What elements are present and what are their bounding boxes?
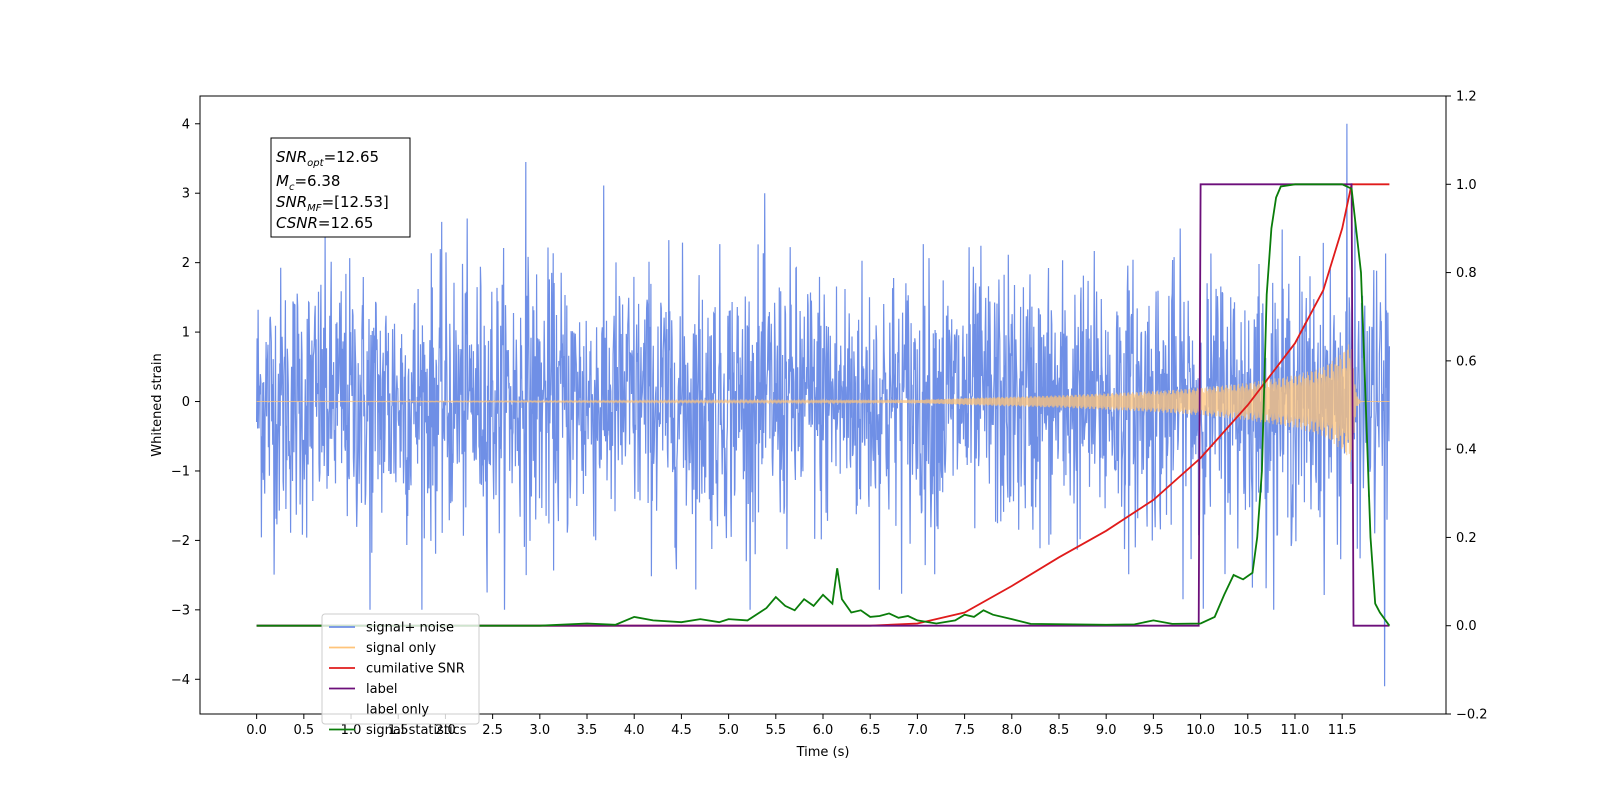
x-axis: 0.0 0.5 1.0 1.5 2.0 2.5 3.0 3.5 4.0 4.5 5.0 5.5 6.0 6… (246, 714, 1357, 738)
ann-line-2-label: M (276, 172, 289, 190)
x-tick-label: 10.5 (1233, 723, 1262, 738)
y-tick-label: 4 (182, 117, 190, 132)
x-tick-label: 1.5 (388, 723, 409, 738)
y-tick-label: −3 (171, 603, 190, 618)
ann-line-3-sub: MF (307, 203, 322, 214)
x-tick-label: 4.5 (671, 723, 692, 738)
x-tick-label: 7.5 (954, 723, 975, 738)
y2-tick-label: 0.2 (1456, 531, 1477, 546)
legend-label: signal statistics (366, 723, 467, 738)
legend-label: label (366, 682, 397, 697)
y2-tick-label: 0.6 (1456, 354, 1477, 369)
y-tick-label: 2 (182, 256, 190, 271)
y-tick-label: −1 (171, 464, 190, 479)
x-tick-label: 10.0 (1186, 723, 1215, 738)
x-tick-label: 0.0 (246, 723, 267, 738)
y-axis-right: 1.2 1.0 0.8 0.6 0.4 0.2 0.0 −0.2 (1446, 90, 1488, 723)
legend-label: signal only (366, 641, 436, 656)
x-tick-label: 5.5 (765, 723, 786, 738)
x-tick-label: 8.5 (1049, 723, 1070, 738)
x-tick-label: 9.5 (1143, 723, 1164, 738)
legend: signal+ noise signal only cumilative SNR la… (321, 613, 480, 738)
y-tick-label: 1 (182, 326, 190, 341)
ann-line-3-value: =[12.53] (322, 193, 389, 211)
y-axis-label: Whitened strain (150, 353, 165, 456)
y-tick-label: 0 (182, 395, 190, 410)
svg-text:SNRMF=[12.53]: SNRMF=[12.53] (276, 193, 389, 214)
x-axis-label: Time (s) (796, 745, 850, 760)
y2-tick-label: 0.4 (1456, 443, 1477, 458)
x-tick-label: 0.5 (293, 723, 314, 738)
ann-line-4-value: =12.65 (318, 214, 374, 232)
ann-line-1-value: =12.65 (324, 148, 380, 166)
ann-line-2-sub: c (289, 182, 295, 193)
svg-text:SNRopt=12.65: SNRopt=12.65 (276, 148, 379, 169)
legend-label: cumilative SNR (366, 662, 465, 677)
legend-label: label only (366, 703, 429, 718)
y2-tick-label: 0.8 (1456, 266, 1477, 281)
y2-tick-label: 1.0 (1456, 178, 1477, 193)
ann-line-4-label: CSNR (276, 214, 318, 232)
y-tick-label: −2 (171, 534, 190, 549)
x-tick-label: 2.5 (482, 723, 503, 738)
series-cumulative-snr (256, 183, 1390, 627)
series-signal-statistics (256, 183, 1391, 627)
y-axis-left: 4 3 2 1 0 −1 −2 −3 −4 (171, 117, 200, 688)
svg-text:Mc=6.38: Mc=6.38 (276, 172, 340, 193)
svg-text:CSNR=12.65: CSNR=12.65 (276, 214, 373, 232)
x-tick-label: 3.5 (577, 723, 598, 738)
x-tick-label: 6.0 (813, 723, 834, 738)
x-tick-label: 6.5 (860, 723, 881, 738)
x-tick-label: 11.5 (1328, 723, 1357, 738)
y2-tick-label: −0.2 (1456, 708, 1488, 723)
series-label (256, 183, 1390, 627)
x-tick-label: 5.0 (718, 723, 739, 738)
x-tick-label: 7.0 (907, 723, 928, 738)
x-tick-label: 1.0 (341, 723, 362, 738)
series-signal-only (256, 344, 1390, 463)
x-tick-label: 8.0 (1001, 723, 1022, 738)
y2-tick-label: 0.0 (1456, 619, 1477, 634)
ann-line-2-value: =6.38 (294, 172, 340, 190)
x-tick-label: 11.0 (1280, 723, 1309, 738)
legend-label: signal+ noise (366, 621, 454, 636)
y-tick-label: 3 (182, 187, 190, 202)
x-tick-label: 2.0 (435, 723, 456, 738)
x-tick-label: 4.0 (624, 723, 645, 738)
y-tick-label: −4 (171, 673, 190, 688)
y2-tick-label: 1.2 (1456, 90, 1477, 105)
annotation-box: SNRopt=12.65 Mc=6.38 SNRMF=[12.53] CSNR=… (270, 137, 411, 238)
plot-area (256, 123, 1391, 687)
x-tick-label: 3.0 (529, 723, 550, 738)
ann-line-1-label: SNR (276, 148, 307, 166)
ann-line-3-label: SNR (276, 193, 307, 211)
ann-line-1-sub: opt (307, 158, 324, 169)
x-tick-label: 9.0 (1096, 723, 1117, 738)
